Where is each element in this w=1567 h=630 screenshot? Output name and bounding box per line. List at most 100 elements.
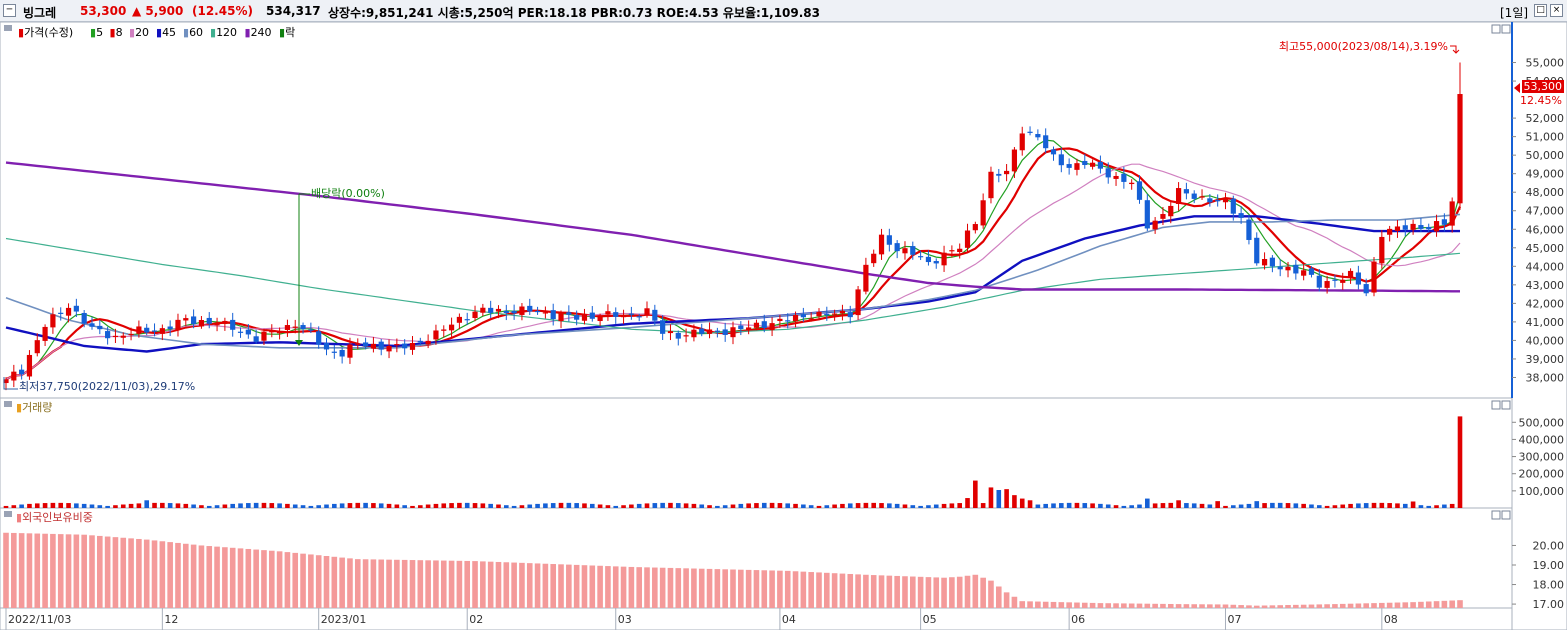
maximize-icon[interactable]: □ bbox=[1534, 4, 1547, 17]
volume-bar bbox=[1090, 503, 1095, 508]
price-panel-menu-icon[interactable] bbox=[4, 25, 12, 31]
stock-name[interactable]: 빙그레 bbox=[23, 6, 57, 20]
foreign-bar bbox=[1285, 605, 1291, 608]
candle-body bbox=[597, 316, 603, 322]
foreign-bar bbox=[448, 560, 455, 608]
candle-body bbox=[1089, 162, 1096, 167]
volume-panel-close-icon[interactable] bbox=[1501, 400, 1511, 410]
candle-body bbox=[1308, 268, 1315, 275]
foreign-bar bbox=[1246, 605, 1252, 608]
volume-bar bbox=[300, 505, 306, 508]
candle-body bbox=[1191, 193, 1197, 199]
volume-bar bbox=[543, 503, 548, 508]
price-panel[interactable] bbox=[0, 22, 1513, 399]
candle-body bbox=[347, 344, 353, 358]
candle-body bbox=[1418, 225, 1424, 229]
volume-bar bbox=[1113, 505, 1119, 508]
foreign-bar bbox=[354, 559, 361, 608]
volume-panel-menu-icon[interactable] bbox=[4, 401, 12, 407]
volume-bar bbox=[167, 503, 173, 508]
candle-body bbox=[355, 343, 361, 345]
foreign-bar bbox=[1042, 601, 1049, 608]
foreign-bar bbox=[941, 577, 947, 608]
period-selector[interactable]: [1일] bbox=[1500, 6, 1529, 20]
candle-body bbox=[527, 305, 533, 312]
volume-bar bbox=[418, 505, 423, 508]
foreign-bar bbox=[1379, 602, 1385, 608]
foreign-bar bbox=[886, 575, 893, 608]
foreign-bar bbox=[206, 546, 213, 608]
volume-bar bbox=[402, 505, 407, 508]
foreign-bar bbox=[261, 550, 267, 608]
window-menu-icon[interactable]: ─ bbox=[3, 4, 16, 17]
foreign-bar bbox=[487, 561, 494, 608]
volume-bar bbox=[746, 503, 751, 508]
trade-volume: 534,317 bbox=[266, 4, 321, 18]
candle-body bbox=[1004, 170, 1010, 175]
volume-bar bbox=[808, 505, 814, 508]
foreign-panel-menu-icon[interactable] bbox=[4, 511, 12, 517]
stock-chart[interactable]: ▮가격(수정) ▮5 ▮8 ▮20 ▮45 ▮60 ▮120 ▮240 ▮락 ▮거래량 ▮외국… bbox=[0, 22, 1567, 630]
volume-bar bbox=[183, 503, 189, 508]
volume-bar bbox=[589, 503, 595, 508]
price-tick-label: 44,000 bbox=[1526, 260, 1565, 273]
volume-bar bbox=[504, 505, 509, 508]
foreign-bar bbox=[237, 548, 244, 608]
candle-body bbox=[949, 250, 955, 252]
candle-body bbox=[910, 246, 916, 255]
foreign-bar bbox=[1308, 604, 1315, 608]
candle-body bbox=[847, 312, 853, 318]
foreign-bar bbox=[11, 532, 17, 608]
volume-bar bbox=[144, 500, 150, 508]
volume-bar bbox=[488, 503, 493, 508]
foreign-panel-restore-icon[interactable] bbox=[1491, 510, 1501, 520]
foreign-title: ▮외국인보유비중 bbox=[16, 511, 93, 524]
current-price-label: 53,300 bbox=[1524, 80, 1563, 93]
volume-bar bbox=[824, 505, 830, 508]
volume-bar bbox=[347, 503, 353, 508]
foreign-bar bbox=[1425, 601, 1432, 608]
candle-body bbox=[1238, 213, 1244, 218]
foreign-bar bbox=[214, 546, 220, 608]
foreign-bar bbox=[870, 575, 877, 608]
candle-body bbox=[1441, 219, 1447, 225]
volume-bar bbox=[113, 505, 118, 508]
foreign-bar bbox=[198, 545, 205, 608]
volume-bar bbox=[355, 502, 361, 508]
candle-body bbox=[1168, 205, 1174, 217]
volume-bar bbox=[1238, 504, 1244, 508]
candle-body bbox=[996, 173, 1002, 176]
volume-bar bbox=[574, 503, 579, 508]
candle-body bbox=[660, 320, 666, 334]
candle-body bbox=[198, 320, 205, 327]
panel-close-icon[interactable] bbox=[1501, 24, 1511, 34]
candle-body bbox=[394, 344, 400, 346]
volume-bar bbox=[1348, 503, 1353, 508]
foreign-panel-close-icon[interactable] bbox=[1501, 510, 1511, 520]
volume-bar bbox=[558, 502, 564, 508]
x-tick-label: 02 bbox=[469, 613, 483, 626]
volume-bar bbox=[152, 502, 157, 508]
foreign-bar bbox=[1402, 602, 1409, 608]
volume-bar bbox=[1223, 505, 1228, 508]
close-icon[interactable]: × bbox=[1550, 4, 1563, 17]
high-arrow-icon bbox=[1450, 45, 1460, 54]
volume-bar bbox=[292, 504, 298, 508]
price-tick-label: 39,000 bbox=[1526, 353, 1565, 366]
foreign-bar bbox=[972, 574, 979, 608]
volume-panel-restore-icon[interactable] bbox=[1491, 400, 1501, 410]
candle-body bbox=[409, 343, 416, 350]
volume-bar bbox=[3, 505, 9, 508]
foreign-bar bbox=[659, 567, 666, 608]
foreign-bar bbox=[1441, 600, 1448, 608]
volume-panel[interactable] bbox=[0, 397, 1513, 509]
candle-body bbox=[808, 318, 814, 320]
foreign-bar bbox=[644, 567, 650, 608]
foreign-bar bbox=[1050, 601, 1057, 608]
volume-bar bbox=[332, 503, 337, 508]
panel-restore-icon[interactable] bbox=[1491, 24, 1501, 34]
volume-bar bbox=[879, 503, 884, 508]
x-tick-label: 2023/01 bbox=[321, 613, 367, 626]
candle-body bbox=[1113, 175, 1119, 179]
volume-bar bbox=[957, 503, 962, 508]
